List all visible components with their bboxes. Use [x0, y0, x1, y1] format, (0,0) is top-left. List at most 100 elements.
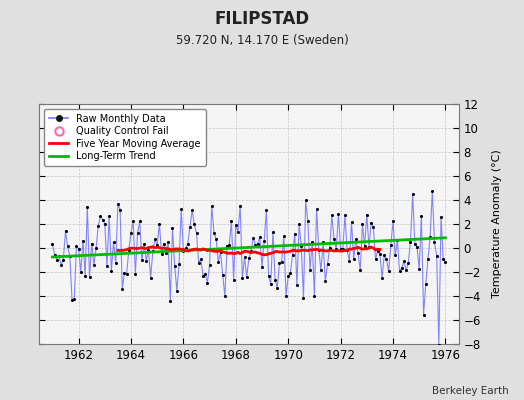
Point [356, 267, 365, 273]
Point [347, 219, 356, 225]
Point [92, 245, 100, 252]
Point [321, 278, 330, 284]
Point [48, 240, 57, 247]
Point [190, 221, 199, 228]
Point [435, 342, 443, 348]
Point [241, 254, 249, 260]
Point [131, 270, 139, 277]
Point [372, 256, 380, 263]
Point [72, 243, 81, 250]
Point [162, 250, 170, 256]
Point [432, 252, 441, 259]
Point [99, 216, 107, 223]
Point [118, 286, 126, 292]
Point [421, 281, 430, 288]
Point [85, 274, 94, 280]
Point [170, 262, 179, 269]
Point [201, 271, 210, 278]
Point [252, 241, 260, 248]
Point [50, 252, 59, 258]
Point [214, 259, 223, 265]
Point [323, 261, 332, 267]
Text: Berkeley Earth: Berkeley Earth [432, 386, 508, 396]
Point [77, 268, 85, 275]
Point [166, 298, 174, 305]
Point [325, 245, 334, 252]
Point [238, 275, 247, 281]
Point [293, 282, 301, 288]
Point [273, 285, 281, 291]
Point [278, 258, 286, 265]
Point [411, 241, 419, 247]
Point [365, 244, 373, 251]
Point [179, 248, 188, 254]
Point [96, 213, 105, 220]
Point [367, 220, 375, 226]
Point [175, 261, 183, 267]
Point [70, 296, 79, 302]
Point [59, 257, 68, 263]
Point [339, 246, 347, 252]
Text: FILIPSTAD: FILIPSTAD [214, 10, 310, 28]
Point [419, 312, 428, 318]
Point [376, 250, 384, 257]
Point [258, 264, 266, 270]
Point [81, 273, 90, 279]
Point [142, 258, 150, 264]
Point [134, 230, 142, 236]
Point [336, 246, 345, 253]
Point [306, 267, 314, 273]
Point [173, 288, 181, 294]
Point [350, 256, 358, 262]
Point [282, 292, 290, 299]
Point [196, 256, 205, 262]
Point [116, 206, 124, 213]
Point [310, 293, 319, 299]
Point [186, 223, 194, 230]
Point [147, 275, 155, 281]
Point [181, 245, 190, 251]
Point [232, 222, 240, 228]
Point [332, 246, 341, 252]
Point [265, 272, 273, 279]
Point [260, 238, 268, 244]
Point [286, 270, 294, 276]
Point [94, 222, 103, 229]
Point [430, 239, 439, 246]
Point [404, 260, 412, 266]
Point [275, 260, 283, 266]
Point [299, 295, 308, 302]
Point [245, 255, 253, 262]
Point [437, 213, 445, 220]
Point [301, 197, 310, 204]
Point [330, 236, 339, 242]
Point [144, 246, 152, 253]
Point [358, 221, 367, 228]
Point [380, 252, 388, 258]
Point [66, 253, 74, 260]
Point [361, 243, 369, 249]
Point [391, 252, 399, 259]
Point [378, 275, 386, 281]
Point [247, 248, 255, 254]
Point [164, 239, 172, 245]
Point [155, 220, 163, 227]
Point [343, 247, 352, 254]
Point [188, 207, 196, 213]
Point [354, 250, 362, 257]
Point [409, 190, 417, 197]
Point [177, 206, 185, 213]
Point [297, 243, 305, 250]
Point [194, 260, 203, 266]
Point [68, 297, 77, 304]
Point [52, 256, 61, 263]
Point [439, 256, 447, 262]
Point [138, 257, 146, 264]
Point [254, 241, 262, 247]
Point [319, 239, 328, 246]
Point [290, 230, 299, 237]
Point [127, 229, 135, 236]
Point [83, 204, 92, 210]
Point [389, 218, 397, 224]
Point [57, 262, 66, 268]
